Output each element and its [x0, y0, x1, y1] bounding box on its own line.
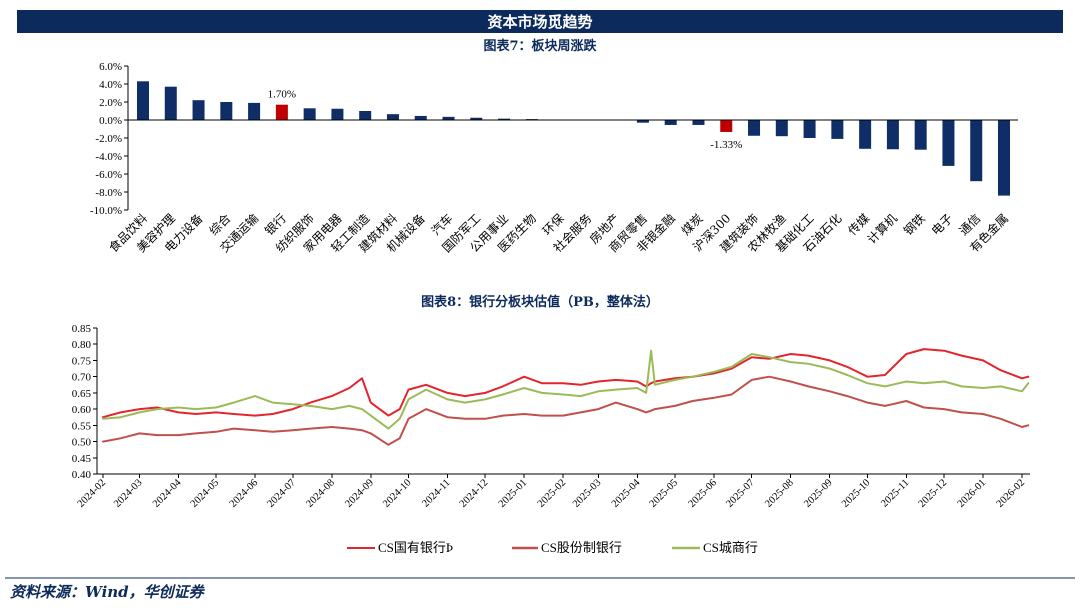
sector-bar — [164, 86, 177, 120]
bar-data-label: 1.70% — [268, 89, 296, 101]
bar-chart: 6.0% 4.0% 2.0% 0.0% -2.0% -4.0% -6.0% -8.0% -10.… — [90, 61, 1018, 255]
line-y-tick-label: 0.70 — [72, 372, 92, 384]
series-line-1 — [102, 348, 1030, 419]
line-x-tick-label: 2024-12 — [458, 477, 491, 510]
line-x-tick-label: 2025-08 — [763, 477, 796, 510]
sector-bar — [470, 117, 483, 120]
line-y-tick-label: 0.45 — [72, 453, 92, 465]
line-x-tick-label: 2024-08 — [304, 477, 337, 510]
sector-bar — [498, 118, 511, 120]
line-x-tick-label: 2024-02 — [76, 477, 109, 510]
sector-bar — [220, 102, 233, 120]
line-x-tick-label: 2024-11 — [420, 477, 452, 509]
line-x-tick-label: 2024-05 — [189, 477, 222, 510]
legend-label: CS城商行 — [703, 540, 758, 555]
line-x-tick-label: 2025-04 — [610, 477, 643, 510]
line-y-tick-label: 0.60 — [72, 404, 92, 416]
line-x-tick-label: 2025-07 — [724, 477, 757, 510]
bar-y-tick-label: -6.0% — [95, 169, 122, 181]
legend: CS国有银行Ϸ CS股份制银行 CS城商行 — [347, 540, 758, 555]
sector-bar — [886, 120, 899, 150]
line-x-tick-label: 2025-06 — [687, 477, 720, 510]
line-x-tick-label: 2025-05 — [648, 477, 681, 510]
sector-bar — [970, 120, 983, 182]
line-x-tick-label: 2025-11 — [879, 477, 911, 509]
line-y-tick-label: 0.40 — [72, 469, 92, 481]
line-chart: 0.85 0.80 0.75 0.70 0.65 0.60 0.55 0.50 0.45 0.40… — [72, 323, 1030, 510]
line-x-tick-label: 2024-06 — [228, 477, 261, 510]
sector-bar — [275, 104, 288, 120]
sector-bar — [942, 120, 955, 166]
sector-bar — [748, 120, 761, 136]
line-x-tick-label: 2025-10 — [840, 477, 873, 510]
sector-bar — [803, 120, 816, 138]
source-note: 资料来源：Wind，华创证券 — [10, 583, 206, 601]
line-x-tick-label: 2025-01 — [497, 477, 530, 510]
line-y-tick-label: 0.50 — [72, 437, 92, 449]
sector-bar — [692, 120, 705, 125]
bar-y-tick-label: -8.0% — [95, 187, 122, 199]
line-y-tick-label: 0.75 — [72, 355, 92, 367]
sector-bar — [859, 120, 872, 149]
line-x-tick-label: 2024-07 — [265, 477, 298, 510]
line-y-tick-label: 0.80 — [72, 339, 92, 351]
legend-label: CS国有银行Ϸ — [378, 540, 453, 555]
banner: 资本市场觅趋势 — [17, 10, 1063, 33]
bar-y-tick-label: 2.0% — [99, 97, 122, 109]
sector-label: 电子 — [929, 211, 956, 238]
sector-bar — [137, 81, 149, 120]
sector-bar — [636, 120, 649, 123]
line-x-tick-label: 2026-01 — [956, 477, 989, 510]
line-x-tick-label: 2026-02 — [995, 477, 1028, 510]
bar-y-tick-label: -4.0% — [95, 151, 122, 163]
sector-bar — [386, 114, 399, 120]
bar-y-tick-label: -2.0% — [95, 133, 122, 145]
sector-bar — [914, 120, 927, 150]
sector-bar — [720, 120, 733, 132]
line-y-tick-label: 0.55 — [72, 420, 92, 432]
legend-label: CS股份制银行 — [541, 540, 622, 555]
sector-bar — [664, 120, 677, 125]
sector-bar — [303, 108, 316, 120]
series-line-2 — [102, 375, 1030, 446]
bar-data-label: -1.33% — [710, 139, 742, 151]
legend-item: CS国有银行Ϸ — [347, 540, 453, 555]
line-x-tick-label: 2025-09 — [802, 477, 835, 510]
series-line-3 — [102, 349, 1030, 430]
sector-label: 计算机 — [864, 211, 900, 247]
bar-y-tick-label: 0.0% — [99, 115, 122, 127]
sector-bar — [998, 120, 1010, 196]
sector-bar — [331, 108, 344, 120]
bar-y-tick-label: 4.0% — [99, 79, 122, 91]
line-x-tick-label: 2024-09 — [343, 477, 376, 510]
line-chart-title: 图表8：银行分板块估值（PB，整体法） — [421, 294, 659, 310]
line-x-tick-label: 2025-02 — [536, 477, 569, 510]
sector-bar — [414, 115, 427, 120]
bar-y-tick-label: -10.0% — [90, 205, 122, 217]
banner-background — [17, 10, 1063, 33]
sector-bar — [831, 120, 844, 139]
sector-label: 钢铁 — [901, 211, 928, 238]
line-x-tick-label: 2024-04 — [151, 477, 184, 510]
sector-bar — [248, 102, 261, 120]
line-x-tick-label: 2024-03 — [112, 477, 145, 510]
line-x-tick-label: 2025-03 — [571, 477, 604, 510]
line-y-tick-label: 0.65 — [72, 388, 92, 400]
sector-bar — [192, 100, 205, 120]
sector-bar — [775, 120, 788, 137]
legend-item: CS城商行 — [672, 540, 758, 555]
line-x-tick-label: 2025-12 — [917, 477, 950, 510]
line-x-tick-label: 2024-10 — [381, 477, 414, 510]
sector-bar — [359, 111, 372, 120]
legend-item: CS股份制银行 — [512, 540, 622, 555]
line-y-tick-label: 0.85 — [72, 323, 92, 335]
bar-chart-title: 图表7：板块周涨跌 — [483, 38, 597, 54]
sector-bar — [442, 116, 455, 120]
bar-y-tick-label: 6.0% — [99, 61, 122, 73]
banner-title: 资本市场觅趋势 — [487, 13, 592, 31]
